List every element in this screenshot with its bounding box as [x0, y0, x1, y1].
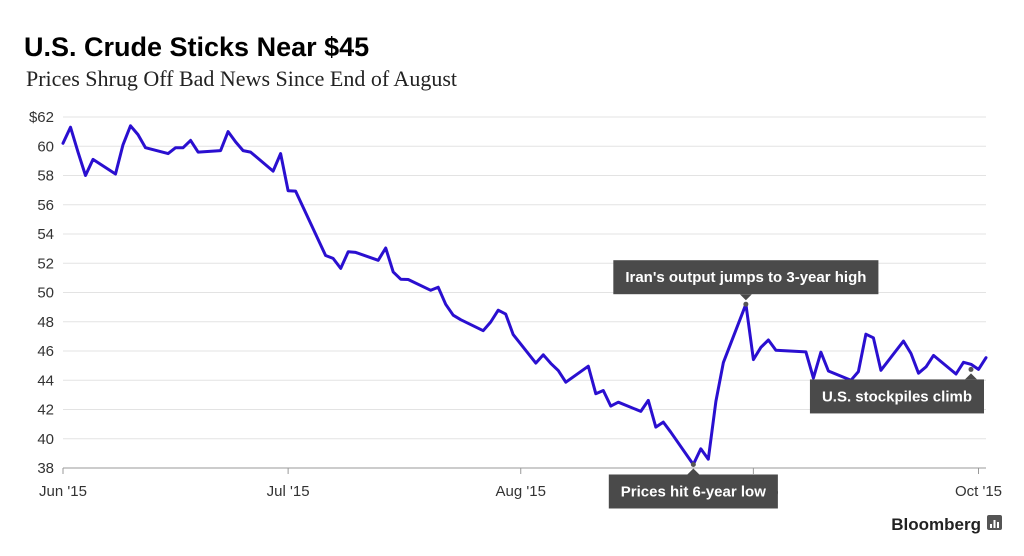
annotation-box [809, 379, 984, 414]
y-tick-label: 52 [37, 255, 54, 272]
annotation: U.S. stockpiles climb [809, 366, 984, 414]
bloomberg-logo-icon [987, 515, 1002, 530]
y-tick-label: 54 [37, 226, 54, 243]
y-axis-ticks: 38 40 42 44 46 48 50 52 54 56 58 60 $62 [29, 109, 54, 477]
x-tick-label: Oct '15 [955, 483, 1002, 500]
x-tick-label: Jun '15 [39, 483, 87, 500]
y-tick-label: 56 [37, 197, 54, 214]
annotation-label: Iran's output jumps to 3-year high [625, 269, 866, 286]
annotation-pointer [964, 373, 977, 380]
annotation-marker [968, 366, 974, 372]
chart-subtitle: Prices Shrug Off Bad News Since End of A… [26, 66, 457, 91]
annotation-label: Prices hit 6-year low [621, 483, 766, 500]
annotations: Iran's output jumps to 3-year high U.S. s… [608, 260, 984, 509]
gridlines [63, 116, 986, 440]
y-tick-label: 42 [37, 402, 54, 419]
annotation-box [613, 260, 879, 295]
y-tick-label: 50 [37, 285, 54, 302]
brand-name: Bloomberg [891, 515, 981, 534]
annotation-label: U.S. stockpiles climb [822, 388, 972, 405]
annotation-pointer [739, 294, 752, 301]
annotation-marker [690, 461, 696, 467]
y-tick-label: 44 [37, 372, 54, 389]
chart-title: U.S. Crude Sticks Near $45 [24, 32, 369, 62]
y-tick-label: 40 [37, 431, 54, 448]
y-tick-label: 48 [37, 314, 54, 331]
annotation-marker [743, 301, 749, 307]
y-tick-label: $62 [29, 109, 54, 126]
y-tick-label: 46 [37, 343, 54, 360]
series-line [61, 124, 988, 466]
annotation: Iran's output jumps to 3-year high [613, 260, 879, 307]
x-tick-label: Jul '15 [267, 483, 310, 500]
annotation-pointer [687, 468, 700, 475]
y-tick-label: 38 [37, 460, 54, 477]
x-tick-label: Aug '15 [496, 483, 546, 500]
annotation: Prices hit 6-year low [608, 461, 778, 509]
y-tick-label: 58 [37, 168, 54, 185]
annotation-box [608, 474, 778, 509]
y-tick-label: 60 [37, 138, 54, 155]
bloomberg-logo: Bloomberg [891, 515, 1002, 534]
